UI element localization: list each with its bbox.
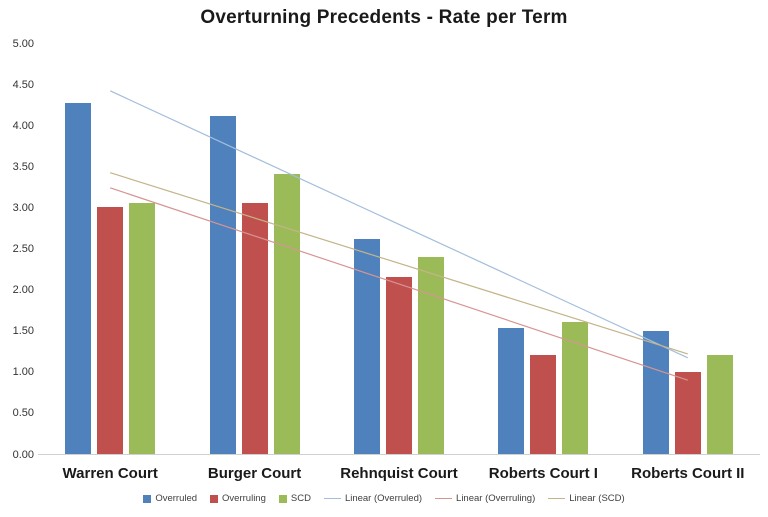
legend-series-scd: SCD	[278, 493, 311, 504]
category-label-rehnquist-court: Rehnquist Court	[340, 465, 458, 482]
category-label-roberts-court-ii: Roberts Court II	[631, 465, 745, 482]
bar-scd-rehnquist-court	[418, 256, 444, 454]
legend-linear-scd: Linear (SCD)	[548, 493, 625, 504]
bar-scd-burger-court	[273, 173, 300, 454]
bar-overruling-rehnquist-court	[386, 277, 412, 454]
legend-linear-overruled: Linear (Overruled)	[323, 493, 423, 504]
bar-scd-roberts-court-ii	[706, 355, 733, 454]
bar-scd-warren-court	[129, 203, 156, 454]
y-tick-label-5.00: 5.00	[12, 37, 34, 50]
bar-overruled-burger-court	[209, 116, 236, 454]
legend-series-overruled-swatch	[143, 494, 152, 503]
chart-title: Overturning Precedents - Rate per Term	[200, 7, 568, 28]
legend-series-overruled: Overruled	[143, 493, 197, 504]
bar-overruled-rehnquist-court	[354, 238, 380, 454]
legend-series-overruled-label: Overruled	[155, 493, 198, 504]
y-tick-label-2.50: 2.50	[12, 243, 34, 255]
legend: Overruled Overruling SCD Linear (Overruled)…	[0, 493, 768, 504]
bar-overruled-roberts-court-i	[498, 328, 525, 454]
y-tick-label-0.00: 0.00	[12, 448, 34, 461]
y-tick-label-3.00: 3.00	[12, 201, 34, 214]
legend-series-overruling: Overruling	[210, 493, 266, 504]
legend-series-scd-swatch	[278, 494, 287, 503]
legend-linear-scd-swatch	[548, 498, 566, 499]
bar-overruling-burger-court	[241, 203, 268, 454]
y-tick-label-3.50: 3.50	[12, 160, 34, 173]
legend-linear-overruling: Linear (Overruling)	[435, 493, 535, 504]
y-tick-label-1.00: 1.00	[12, 366, 34, 379]
bar-overruling-roberts-court-ii	[674, 371, 701, 454]
y-tick-label-0.50: 0.50	[12, 407, 34, 420]
legend-series-overruling-swatch	[210, 494, 219, 503]
y-tick-label-1.50: 1.50	[12, 325, 34, 338]
bar-scd-roberts-court-i	[562, 322, 589, 454]
legend-series-overruling-label: Overruling	[222, 493, 266, 504]
y-tick-label-4.00: 4.00	[12, 119, 34, 132]
category-label-warren-court: Warren Court	[62, 465, 158, 482]
plot-area	[38, 44, 760, 455]
legend-linear-overruled-label: Linear (Overruled)	[344, 493, 423, 504]
legend-linear-overruling-swatch	[435, 498, 453, 499]
category-label-roberts-court-i: Roberts Court I	[488, 465, 598, 482]
bar-overruled-roberts-court-ii	[642, 330, 669, 454]
legend-linear-overruling-label: Linear (Overruling)	[456, 493, 536, 504]
bar-overruling-warren-court	[97, 207, 124, 454]
legend-linear-scd-label: Linear (SCD)	[569, 493, 625, 504]
y-tick-label-2.00: 2.00	[12, 284, 34, 297]
legend-linear-overruled-swatch	[323, 498, 341, 499]
bar-overruling-roberts-court-i	[530, 355, 557, 454]
legend-series-scd-label: SCD	[290, 493, 311, 504]
y-tick-label-4.50: 4.50	[12, 78, 34, 91]
category-label-burger-court: Burger Court	[207, 465, 302, 482]
bar-overruled-warren-court	[65, 103, 92, 454]
